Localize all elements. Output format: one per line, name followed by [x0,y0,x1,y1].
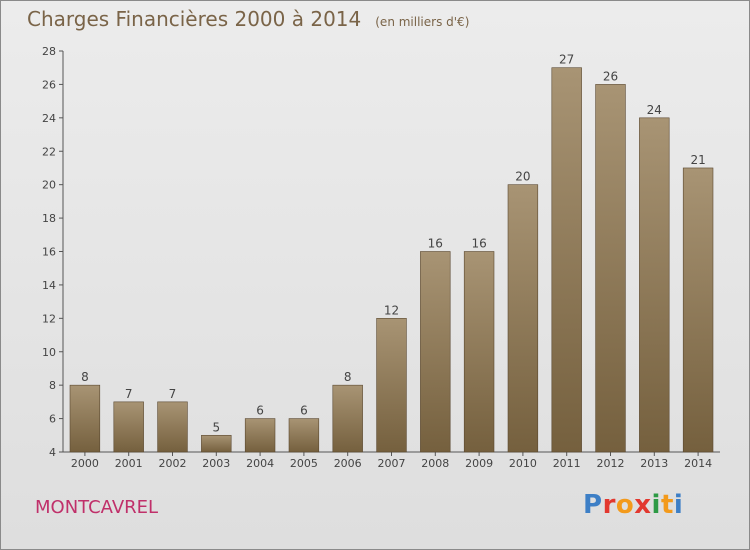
x-tick-label: 2011 [553,457,581,470]
data-label-2003: 5 [212,420,220,434]
x-tick-label: 2002 [159,457,187,470]
y-tick-label: 8 [49,379,56,392]
x-tick-label: 2014 [684,457,712,470]
y-tick-label: 20 [42,179,56,192]
bar-2007 [376,318,407,453]
bar-2008 [420,251,451,453]
x-tick-label: 2007 [378,457,406,470]
data-label-2010: 20 [515,170,530,184]
chart-title: Charges Financières 2000 à 2014 (en milli… [27,7,469,31]
y-tick-label: 14 [42,279,56,292]
x-tick-label: 2006 [334,457,362,470]
data-label-2007: 12 [384,303,399,317]
data-label-2002: 7 [169,387,177,401]
x-tick-label: 2005 [290,457,318,470]
bar-2005 [288,418,320,453]
title-text: Charges Financières 2000 à 2014 [27,7,362,31]
x-tick-label: 2009 [465,457,493,470]
data-label-2000: 8 [81,370,89,384]
data-label-2006: 8 [344,370,352,384]
x-tick-label: 2008 [421,457,449,470]
data-label-2001: 7 [125,387,133,401]
y-tick-label: 4 [49,446,56,459]
y-tick-label: 28 [42,45,56,58]
unit-note: (en milliers d'€) [375,15,470,29]
bar-2011 [551,67,582,453]
x-tick-label: 2000 [71,457,99,470]
y-tick-label: 18 [42,212,56,225]
data-label-2012: 26 [603,69,618,83]
logo-letter: t [660,490,674,520]
data-label-2013: 24 [647,103,662,117]
y-tick-label: 10 [42,346,56,359]
bar-2010 [507,184,539,453]
bar-2006 [332,384,363,453]
logo-letter: o [615,490,635,520]
data-label-2009: 16 [471,237,486,251]
y-tick-label: 12 [42,312,56,325]
y-tick-label: 26 [42,78,56,91]
axes: 4 6 8 10 12 14 16 18 20 22 24 26 28 2000 2001 2002 2003 2… [42,45,720,470]
bar-2002 [157,401,188,453]
x-tick-label: 2012 [597,457,625,470]
logo-letter: P [583,490,603,520]
bar-2014 [682,167,714,453]
bar-2013 [639,117,670,453]
data-label-2004: 6 [256,404,264,418]
logo-letter: i [651,490,661,520]
data-label-2014: 21 [690,153,705,167]
y-tick-label: 6 [49,413,56,426]
y-tick-label: 16 [42,246,56,259]
bars [69,67,714,453]
y-tick-label: 22 [42,145,56,158]
data-label-2011: 27 [559,53,574,67]
bar-2003 [201,434,232,453]
bar-2000 [69,384,101,453]
commune-name: MONTCAVREL [35,497,159,518]
bar-2001 [113,401,144,453]
x-tick-label: 2003 [202,457,230,470]
bar-2009 [463,251,495,453]
data-labels: 8 7 7 5 6 6 8 12 16 16 20 27 26 24 21 [81,53,706,435]
x-tick-label: 2010 [509,457,537,470]
logo-letter: r [602,490,616,520]
proxiti-logo: Proxiti [583,490,683,520]
x-tick-label: 2013 [640,457,668,470]
data-label-2008: 16 [428,237,443,251]
y-tick-label: 24 [42,112,56,125]
x-tick-label: 2004 [246,457,274,470]
x-tick-label: 2001 [115,457,143,470]
logo-letter: i [673,490,684,520]
bar-2004 [244,418,276,453]
bar-2012 [595,84,626,453]
logo-letter: x [634,490,652,520]
data-label-2005: 6 [300,404,308,418]
